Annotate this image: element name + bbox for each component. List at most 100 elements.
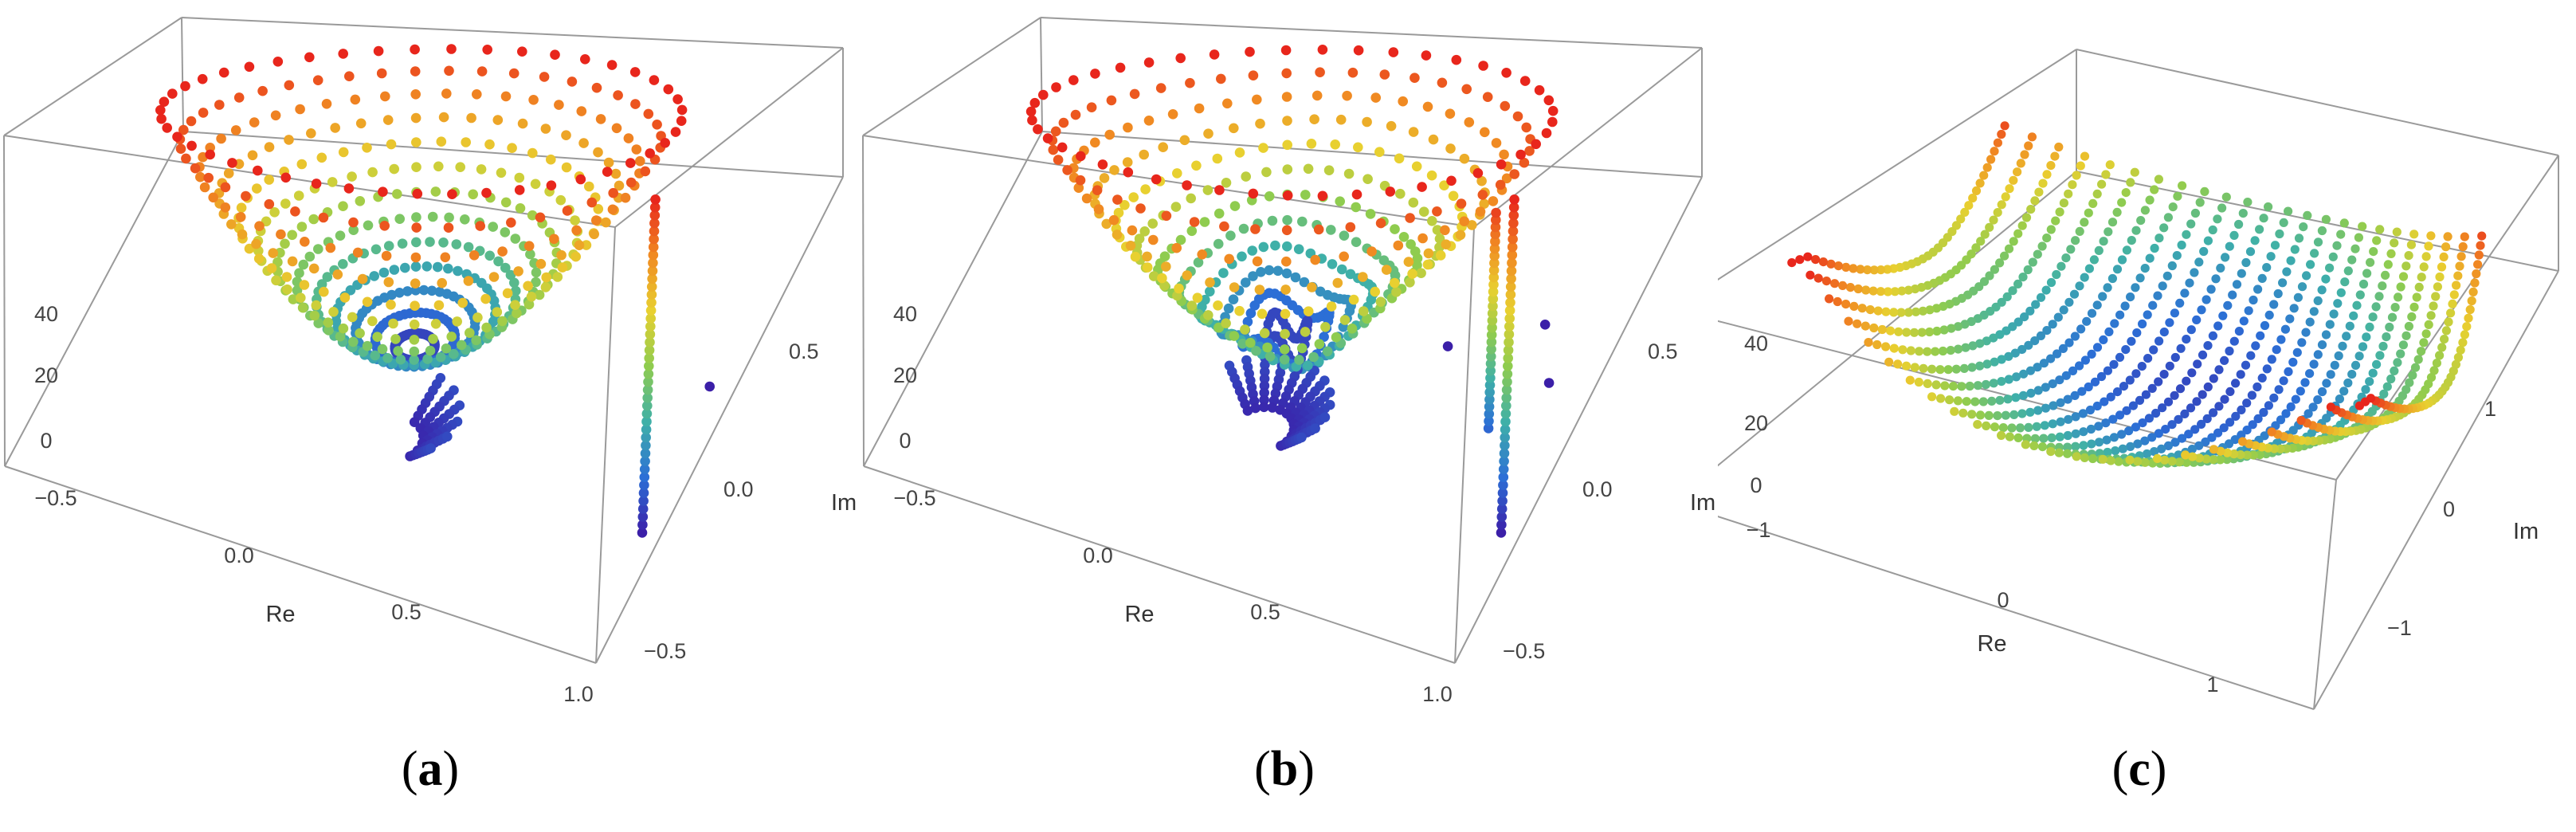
- data-point: [1818, 257, 1828, 267]
- data-point: [330, 123, 341, 133]
- data-point: [649, 234, 659, 245]
- data-point: [2213, 321, 2223, 331]
- data-point: [1484, 416, 1494, 426]
- y-tick-label: −0.5: [1503, 639, 1545, 663]
- data-point: [328, 307, 339, 317]
- data-point: [1499, 448, 1510, 459]
- data-point: [2159, 223, 2169, 233]
- data-point: [1090, 137, 1100, 148]
- data-point: [355, 328, 365, 339]
- data-point: [2335, 394, 2344, 404]
- data-point: [1953, 396, 1962, 406]
- data-point: [1139, 226, 1150, 237]
- data-point: [2138, 418, 2147, 428]
- data-point: [2462, 322, 2472, 332]
- data-point: [2417, 273, 2426, 282]
- data-point: [1501, 400, 1511, 411]
- data-point: [593, 147, 603, 158]
- data-point: [1391, 287, 1402, 297]
- data-point: [2017, 409, 2027, 418]
- data-point: [2017, 344, 2027, 355]
- data-point: [1502, 369, 1513, 379]
- data-point: [1500, 424, 1511, 435]
- data-point: [1975, 361, 1985, 371]
- data-point: [1509, 169, 1519, 179]
- data-point: [1547, 105, 1559, 116]
- data-point: [2321, 330, 2331, 339]
- data-point: [348, 336, 359, 347]
- data-point: [2102, 435, 2111, 445]
- data-point: [1490, 222, 1501, 233]
- data-point: [355, 118, 367, 129]
- data-point: [645, 329, 656, 339]
- y-axis-label: Im: [2513, 519, 2539, 544]
- data-point: [1406, 239, 1416, 249]
- data-point: [2435, 351, 2445, 360]
- data-point: [2068, 180, 2077, 190]
- data-point: [1259, 328, 1270, 339]
- data-point: [1841, 262, 1851, 272]
- data-point: [2075, 361, 2084, 371]
- data-point: [1171, 242, 1182, 253]
- data-point: [2053, 349, 2062, 359]
- data-point: [2020, 312, 2029, 322]
- data-point: [1191, 160, 1202, 171]
- data-point: [272, 57, 284, 67]
- data-point: [1795, 255, 1805, 265]
- data-point: [2161, 425, 2170, 434]
- data-point: [1148, 234, 1159, 245]
- data-point: [1213, 238, 1224, 249]
- data-point: [1869, 265, 1879, 275]
- data-point: [561, 130, 571, 140]
- data-point: [648, 249, 659, 261]
- data-point: [2159, 370, 2169, 379]
- data-point: [1300, 190, 1311, 200]
- data-point: [1296, 432, 1307, 443]
- data-point: [2435, 272, 2445, 282]
- data-point: [2107, 218, 2118, 227]
- data-point: [1993, 411, 2002, 421]
- data-point: [1398, 96, 1408, 107]
- data-point: [1229, 282, 1240, 292]
- data-point: [2180, 288, 2190, 298]
- data-point: [195, 171, 206, 182]
- data-point: [155, 104, 166, 116]
- data-point: [2437, 343, 2447, 352]
- data-point: [2036, 292, 2046, 302]
- data-point: [2197, 419, 2206, 430]
- data-point: [1489, 243, 1500, 254]
- data-point: [2347, 370, 2357, 379]
- data-point: [2180, 409, 2190, 419]
- data-point: [2229, 230, 2239, 240]
- data-point: [1898, 345, 1907, 355]
- data-point: [2294, 234, 2304, 243]
- data-point: [1883, 287, 1892, 296]
- data-point: [2056, 398, 2065, 407]
- data-point: [607, 204, 618, 215]
- z-tick-label: 40: [1744, 332, 1768, 355]
- data-point: [540, 124, 551, 134]
- data-point: [1048, 144, 1059, 155]
- data-point: [2229, 449, 2239, 459]
- data-point: [390, 334, 401, 344]
- data-point: [1405, 213, 1415, 223]
- data-point: [1245, 308, 1257, 319]
- data-point: [1398, 232, 1410, 242]
- data-point: [373, 45, 384, 57]
- data-point: [2349, 311, 2358, 320]
- data-point: [2223, 300, 2233, 310]
- data-point: [1488, 286, 1499, 297]
- data-point: [1205, 277, 1215, 288]
- data-point: [2115, 310, 2125, 320]
- data-point: [606, 60, 618, 70]
- data-point: [1437, 77, 1448, 88]
- data-point: [1935, 365, 1945, 375]
- data-point: [1849, 264, 1858, 273]
- data-point: [1998, 423, 2008, 433]
- data-point: [2004, 351, 2013, 361]
- data-point: [1342, 90, 1352, 101]
- data-point: [2061, 371, 2071, 380]
- y-axis-label: Im: [1690, 490, 1715, 516]
- data-point: [2368, 312, 2378, 322]
- data-point: [644, 353, 654, 363]
